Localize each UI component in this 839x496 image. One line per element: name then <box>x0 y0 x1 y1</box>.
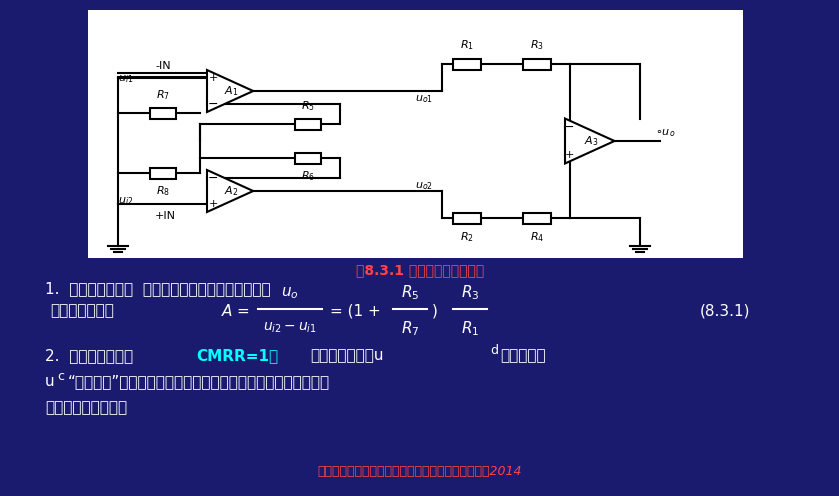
Text: $R_7$: $R_7$ <box>401 319 420 338</box>
Text: +: + <box>565 150 574 160</box>
Text: d: d <box>490 344 498 357</box>
Bar <box>150 108 176 119</box>
Text: $R_5$: $R_5$ <box>301 99 315 113</box>
Text: −: − <box>564 121 574 133</box>
Text: A: A <box>222 304 232 318</box>
Text: $R_3$: $R_3$ <box>530 38 544 52</box>
Text: ): ) <box>432 304 438 318</box>
Text: $u_{o2}$: $u_{o2}$ <box>415 180 433 192</box>
Text: 任务完全交给二放。: 任务完全交给二放。 <box>45 400 128 415</box>
Text: -IN: -IN <box>155 61 170 71</box>
Text: (8.3.1): (8.3.1) <box>700 304 751 318</box>
Bar <box>150 168 176 179</box>
Text: $R_8$: $R_8$ <box>156 184 170 198</box>
Text: 一放对差模信号u: 一放对差模信号u <box>310 348 383 363</box>
Text: $A_2$: $A_2$ <box>224 184 238 198</box>
Bar <box>295 119 321 129</box>
Text: −: − <box>208 172 218 185</box>
Text: $A_1$: $A_1$ <box>224 84 238 98</box>
Polygon shape <box>565 119 614 164</box>
Text: 图8.3.1 测量放大器原始电路: 图8.3.1 测量放大器原始电路 <box>356 263 484 277</box>
Text: $R_6$: $R_6$ <box>301 169 315 183</box>
Text: 和共模信号: 和共模信号 <box>500 348 545 363</box>
Text: +: + <box>208 199 217 209</box>
Text: 《模拟电子技术简明教程》元增民，清华大学出版社2014: 《模拟电子技术简明教程》元增民，清华大学出版社2014 <box>318 465 522 478</box>
Text: c: c <box>57 370 64 383</box>
Text: $\circ u_o$: $\circ u_o$ <box>655 127 675 139</box>
Text: =: = <box>236 304 248 318</box>
Bar <box>295 152 321 164</box>
Polygon shape <box>207 170 253 212</box>
Text: $u_{i1}$: $u_{i1}$ <box>118 73 133 85</box>
Text: $R_7$: $R_7$ <box>156 88 170 102</box>
Text: 总电压放大倍数: 总电压放大倍数 <box>50 304 114 318</box>
Text: $u_{i2}$: $u_{i2}$ <box>118 195 133 207</box>
Text: u: u <box>45 374 55 389</box>
Text: 1.  电路结构特征：  两个同相比例电路加一个减法器: 1. 电路结构特征： 两个同相比例电路加一个减法器 <box>45 281 271 296</box>
Text: $u_o$: $u_o$ <box>281 285 299 301</box>
Text: CMRR=1，: CMRR=1， <box>196 348 278 363</box>
Text: $u_{o1}$: $u_{o1}$ <box>415 93 433 105</box>
Text: $R_3$: $R_3$ <box>461 283 479 302</box>
Text: 2.  信号处理特征：: 2. 信号处理特征： <box>45 348 133 363</box>
Text: $R_5$: $R_5$ <box>401 283 420 302</box>
Text: $R_1$: $R_1$ <box>461 319 479 338</box>
Bar <box>523 59 551 69</box>
Bar <box>88 10 743 258</box>
Text: “一视同仁”地加以放大，貌似公允，实质上良艘不分）共模抑制: “一视同仁”地加以放大，貌似公允，实质上良艘不分）共模抑制 <box>68 374 330 389</box>
Text: −: − <box>208 98 218 111</box>
Polygon shape <box>207 70 253 112</box>
Text: +: + <box>208 73 217 83</box>
Text: = (1 +: = (1 + <box>330 304 381 318</box>
Text: $R_2$: $R_2$ <box>460 230 474 244</box>
Text: $u_{i2}-u_{i1}$: $u_{i2}-u_{i1}$ <box>263 321 317 335</box>
Bar <box>523 212 551 224</box>
Text: $A_3$: $A_3$ <box>584 134 598 148</box>
Text: +IN: +IN <box>155 211 176 221</box>
Text: $R_4$: $R_4$ <box>530 230 545 244</box>
Bar <box>453 212 481 224</box>
Bar <box>453 59 481 69</box>
Text: $R_1$: $R_1$ <box>460 38 474 52</box>
